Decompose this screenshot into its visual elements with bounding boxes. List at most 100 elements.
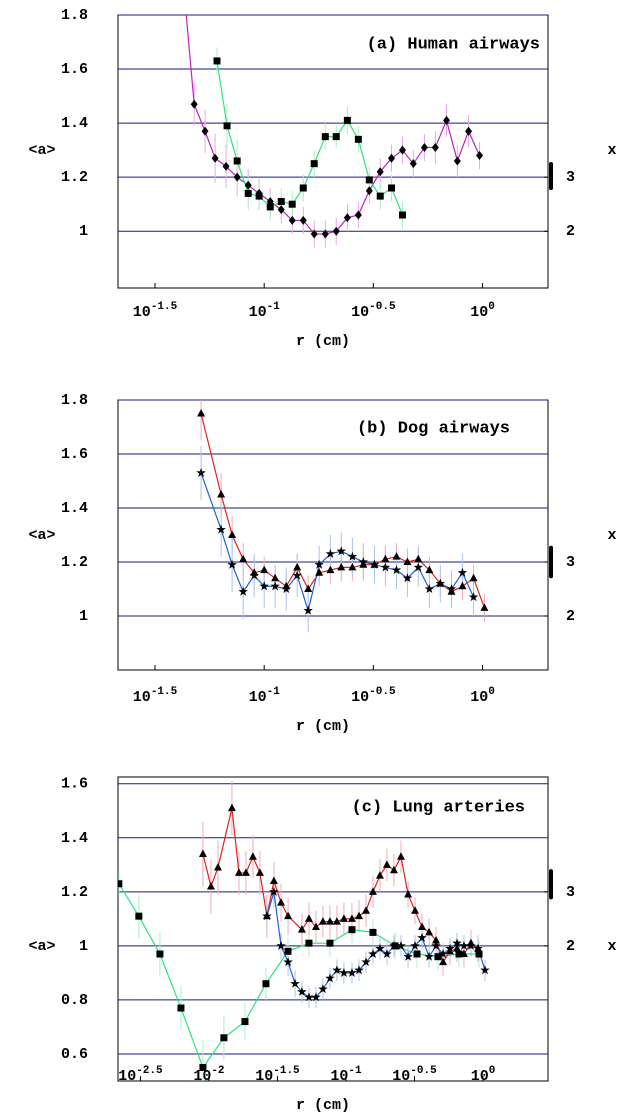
marker	[358, 557, 369, 567]
y-tick-label: 1.2	[61, 884, 88, 901]
panel: 0.6 0.8 1 1.2 1.4 1.6 2 3 10-2.5 10-2 10-1.5 10-1 10…	[28, 776, 616, 1114]
marker	[297, 986, 307, 996]
marker	[465, 126, 473, 136]
marker	[404, 890, 413, 898]
marker	[355, 911, 364, 920]
y-tick-label: 1.6	[61, 61, 88, 78]
marker	[403, 557, 412, 565]
marker	[354, 965, 364, 975]
marker	[480, 965, 490, 975]
marker	[255, 868, 264, 876]
marker	[213, 863, 222, 871]
marker	[347, 967, 357, 977]
marker	[343, 213, 351, 223]
marker	[435, 578, 446, 588]
marker	[336, 546, 346, 556]
marker	[365, 176, 373, 184]
marker	[325, 973, 335, 983]
marker	[156, 950, 164, 958]
marker	[284, 911, 293, 920]
marker	[439, 957, 448, 966]
marker	[315, 568, 324, 576]
marker	[220, 1034, 228, 1042]
marker	[325, 917, 334, 925]
marker	[201, 126, 209, 136]
marker	[276, 940, 286, 950]
marker	[241, 868, 250, 876]
marker	[304, 914, 313, 922]
y-tick-label: 1.4	[61, 830, 88, 847]
marker	[424, 584, 435, 594]
marker	[190, 99, 198, 109]
marker	[452, 938, 462, 948]
plot-frame	[117, 776, 549, 1082]
marker	[277, 205, 285, 215]
marker	[228, 530, 237, 538]
x-tick-label: 10-1.5	[255, 1065, 300, 1085]
marker	[244, 189, 252, 197]
marker	[211, 153, 219, 163]
marker	[453, 944, 462, 952]
marker	[227, 803, 236, 812]
marker	[417, 932, 427, 942]
marker	[238, 586, 248, 596]
marker	[347, 914, 356, 922]
marker	[288, 215, 296, 225]
marker	[411, 906, 420, 914]
marker	[339, 914, 348, 922]
y-tick-label: 1.2	[61, 169, 88, 186]
marker	[398, 211, 406, 219]
marker	[118, 880, 123, 888]
x-tick-label: 10-1.5	[133, 301, 178, 321]
marker	[431, 142, 439, 152]
series-line	[185, 15, 481, 235]
marker	[410, 940, 420, 950]
marker	[403, 951, 413, 961]
x-axis-label: r (cm)	[296, 718, 350, 735]
y-axis-label: <a>	[28, 527, 55, 544]
x-tick-label: 100	[470, 301, 495, 321]
plot-area	[118, 781, 490, 1081]
marker	[475, 950, 483, 958]
marker	[303, 605, 313, 615]
marker	[445, 943, 455, 953]
marker	[453, 156, 461, 166]
marker	[277, 898, 286, 906]
marker	[365, 186, 373, 196]
y2-tick-label: 3	[566, 554, 575, 571]
title: (c) Lung arteries	[352, 798, 525, 817]
marker	[368, 949, 378, 959]
marker	[288, 200, 296, 208]
marker	[259, 581, 269, 591]
marker	[391, 565, 402, 575]
marker	[199, 1063, 207, 1071]
y2-tick-label: 2	[566, 608, 575, 625]
series-line	[200, 472, 475, 613]
series-line	[118, 883, 480, 1069]
marker	[332, 965, 342, 975]
y-tick-label: 1	[79, 223, 88, 240]
marker	[476, 151, 484, 161]
marker	[402, 573, 413, 583]
x-tick-label: 10-2.5	[118, 1065, 163, 1085]
marker	[458, 581, 467, 590]
marker	[198, 849, 207, 858]
marker	[310, 160, 318, 168]
marker	[343, 116, 351, 124]
marker	[206, 881, 215, 890]
marker	[299, 215, 307, 225]
marker	[299, 184, 307, 192]
marker	[438, 949, 448, 959]
marker	[420, 142, 428, 152]
x-axis-label: r (cm)	[296, 333, 350, 350]
marker	[310, 229, 318, 239]
title: (b) Dog airways	[357, 419, 510, 438]
marker	[326, 565, 335, 574]
marker	[290, 978, 300, 988]
y-tick-label: 1	[79, 938, 88, 955]
marker	[332, 226, 340, 236]
panel: 1 1.2 1.4 1.6 1.8 2 3 10-1.5 10-1 10-0.5 100 (b) Do…	[28, 392, 616, 735]
marker	[425, 927, 434, 936]
y2-tick-label: 3	[566, 169, 575, 186]
